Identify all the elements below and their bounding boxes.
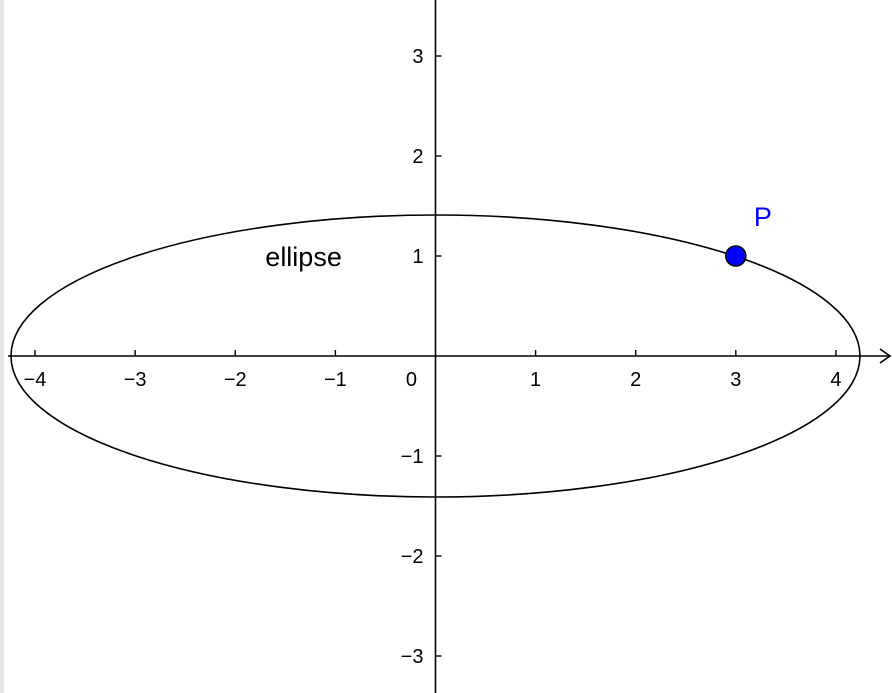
- x-tick-label: −3: [124, 369, 147, 391]
- x-axis-tick-labels: −4 −3 −2 −1 0 1 2 3 4: [24, 369, 842, 391]
- point-p-label: P: [754, 202, 772, 232]
- x-axis-arrow-icon: [879, 348, 892, 364]
- x-tick-label: 4: [830, 369, 841, 391]
- y-tick-label: 1: [412, 246, 423, 268]
- x-tick-label: 1: [530, 369, 541, 391]
- point-p[interactable]: [725, 245, 747, 267]
- ellipse-label: ellipse: [265, 242, 342, 272]
- x-axis-ticks: [34, 350, 837, 356]
- x-tick-label: 0: [406, 369, 417, 391]
- y-tick-label: 3: [412, 46, 423, 68]
- y-tick-label: 2: [412, 146, 423, 168]
- x-tick-label: −4: [24, 369, 47, 391]
- y-tick-label: −2: [401, 546, 424, 568]
- panel-border: [0, 0, 4, 693]
- y-axis-tick-labels: −3 −2 −1 1 2 3: [401, 46, 424, 668]
- x-tick-label: −1: [324, 369, 347, 391]
- x-tick-label: 2: [630, 369, 641, 391]
- y-tick-label: −1: [401, 446, 424, 468]
- y-tick-label: −3: [401, 646, 424, 668]
- x-tick-label: 3: [730, 369, 741, 391]
- ellipse-curve[interactable]: [10, 214, 861, 498]
- x-tick-label: −2: [224, 369, 247, 391]
- y-axis-ticks: [435, 55, 442, 657]
